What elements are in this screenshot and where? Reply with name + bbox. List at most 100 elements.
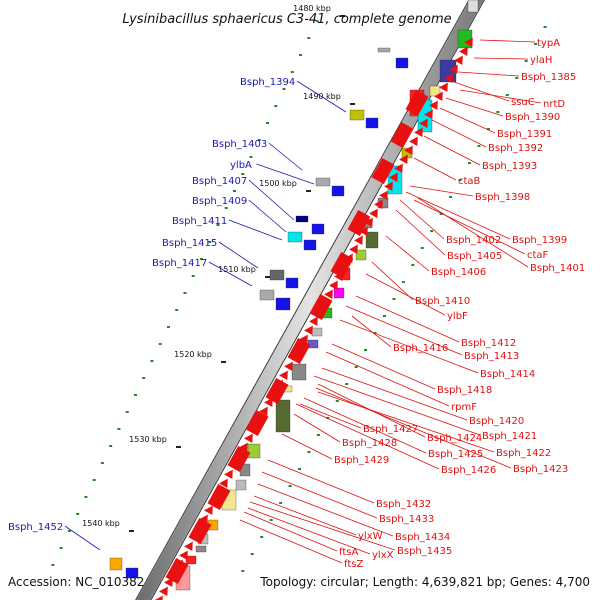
strand-arrow (304, 325, 313, 335)
gene-feature-outer-15 (125, 567, 139, 579)
strand-arrow (154, 595, 163, 600)
gc-tick (430, 230, 434, 232)
leader-line-left-2 (256, 163, 315, 185)
gc-tick (133, 394, 137, 396)
scale-tick (340, 15, 345, 17)
strand-arrow (404, 145, 413, 155)
leader-line-right-3 (453, 81, 510, 102)
leader-line-right-30 (317, 391, 495, 453)
leader-line-right-5 (445, 97, 504, 117)
gene-feature-inner-21 (235, 479, 247, 491)
forward-gene-12 (165, 557, 189, 585)
gene-feature-outer-14 (109, 557, 123, 571)
leader-line-right-33 (295, 403, 440, 470)
gene-feature-inner-8 (365, 231, 379, 249)
gc-tick (84, 496, 88, 498)
gc-tick (458, 179, 462, 181)
gc-tick (467, 162, 471, 164)
gc-tick (266, 122, 270, 124)
forward-gene-10 (207, 483, 231, 511)
gene-label-right-37: Bsph_1434 (395, 532, 450, 543)
gene-label-right-2: Bsph_1385 (521, 72, 576, 83)
strand-arrow (384, 181, 393, 191)
gc-tick (299, 54, 303, 56)
strand-arrow (219, 478, 228, 488)
leader-line-right-22 (339, 319, 479, 374)
leader-line-right-15 (417, 197, 529, 268)
forward-gene-11 (188, 517, 212, 545)
gc-tick (260, 536, 264, 538)
gc-tick (216, 224, 220, 226)
strand-arrow (324, 289, 333, 299)
leader-line-left-5 (228, 219, 283, 241)
leader-line-right-20 (351, 315, 392, 348)
gc-tick (274, 105, 278, 107)
strand-arrow (444, 73, 453, 83)
gc-tick (92, 479, 96, 481)
gene-label-right-26: Bsph_1421 (482, 431, 537, 442)
leader-line-left-1 (268, 142, 303, 171)
forward-gene-6 (287, 337, 311, 365)
leader-line-right-34 (315, 387, 512, 469)
gene-label-right-0: typA (537, 38, 560, 49)
scale-label-4: 1520 kbp (174, 350, 212, 359)
gene-label-right-32: Bsph_1429 (334, 455, 389, 466)
strand-arrow (259, 406, 268, 416)
scale-tick (176, 446, 181, 448)
gc-tick (411, 264, 415, 266)
leader-line-right-23 (331, 343, 436, 390)
leader-line-right-6 (439, 107, 496, 134)
gc-tick (534, 43, 538, 45)
gc-tick (125, 411, 129, 413)
gene-label-right-18: ylbF (447, 311, 468, 322)
leader-line-left-8 (64, 525, 101, 551)
gc-tick (307, 37, 311, 39)
gc-tick (290, 71, 294, 73)
strand-arrow (454, 55, 463, 65)
gene-feature-outer-5 (331, 185, 345, 197)
gene-label-left-4: Bsph_1409 (192, 196, 247, 207)
leader-line-right-9 (413, 157, 457, 181)
strand-arrow (179, 550, 188, 560)
forward-gene-1 (390, 121, 414, 149)
scale-tick (350, 103, 355, 105)
gene-feature-outer-1 (395, 57, 409, 69)
gc-tick (59, 547, 63, 549)
gc-tick (51, 564, 55, 566)
forward-gene-0 (405, 89, 429, 117)
strand-arrow (354, 235, 363, 245)
topology-text: Topology: circular; Length: 4,639,821 bp… (259, 575, 590, 589)
gene-label-right-25: Bsph_1420 (469, 416, 524, 427)
gene-label-right-42: ftsZ (344, 559, 363, 570)
gene-label-right-24: rpmF (451, 402, 477, 413)
right-gene-labels: typA ylaH Bsph_1385 ssuC nrtD Bsph_1390 Bsph_1… (334, 38, 585, 570)
gc-tick (524, 60, 528, 62)
gene-label-right-17: Bsph_1410 (415, 296, 470, 307)
gc-tick (150, 360, 154, 362)
gc-tick (257, 139, 261, 141)
gene-label-right-10: Bsph_1398 (475, 192, 530, 203)
strand-arrow (299, 334, 308, 344)
leader-line-right-39 (249, 501, 396, 551)
scale-label-2: 1500 kbp (259, 179, 297, 188)
leader-line-right-18 (365, 273, 446, 316)
gene-feature-outer-11 (285, 277, 299, 289)
leader-line-left-0 (296, 80, 347, 113)
gc-tick (250, 553, 254, 555)
gc-tick (224, 207, 228, 209)
scale-tick (221, 361, 226, 363)
forward-gene-7 (265, 377, 289, 405)
leader-line-right-27 (299, 403, 362, 429)
strand-arrow (374, 199, 383, 209)
gene-features (109, 0, 479, 600)
gene-label-right-5: Bsph_1390 (505, 112, 560, 123)
scale-tick (129, 530, 134, 532)
gene-feature-outer-9 (303, 239, 317, 251)
gene-label-right-36: Bsph_1433 (379, 514, 434, 525)
strand-arrow (464, 37, 473, 47)
forward-gene-3 (347, 209, 371, 237)
gene-label-right-4: nrtD (543, 99, 565, 110)
gene-feature-inner-26 (185, 555, 197, 565)
gc-tick (100, 462, 104, 464)
gc-tick (316, 434, 320, 436)
